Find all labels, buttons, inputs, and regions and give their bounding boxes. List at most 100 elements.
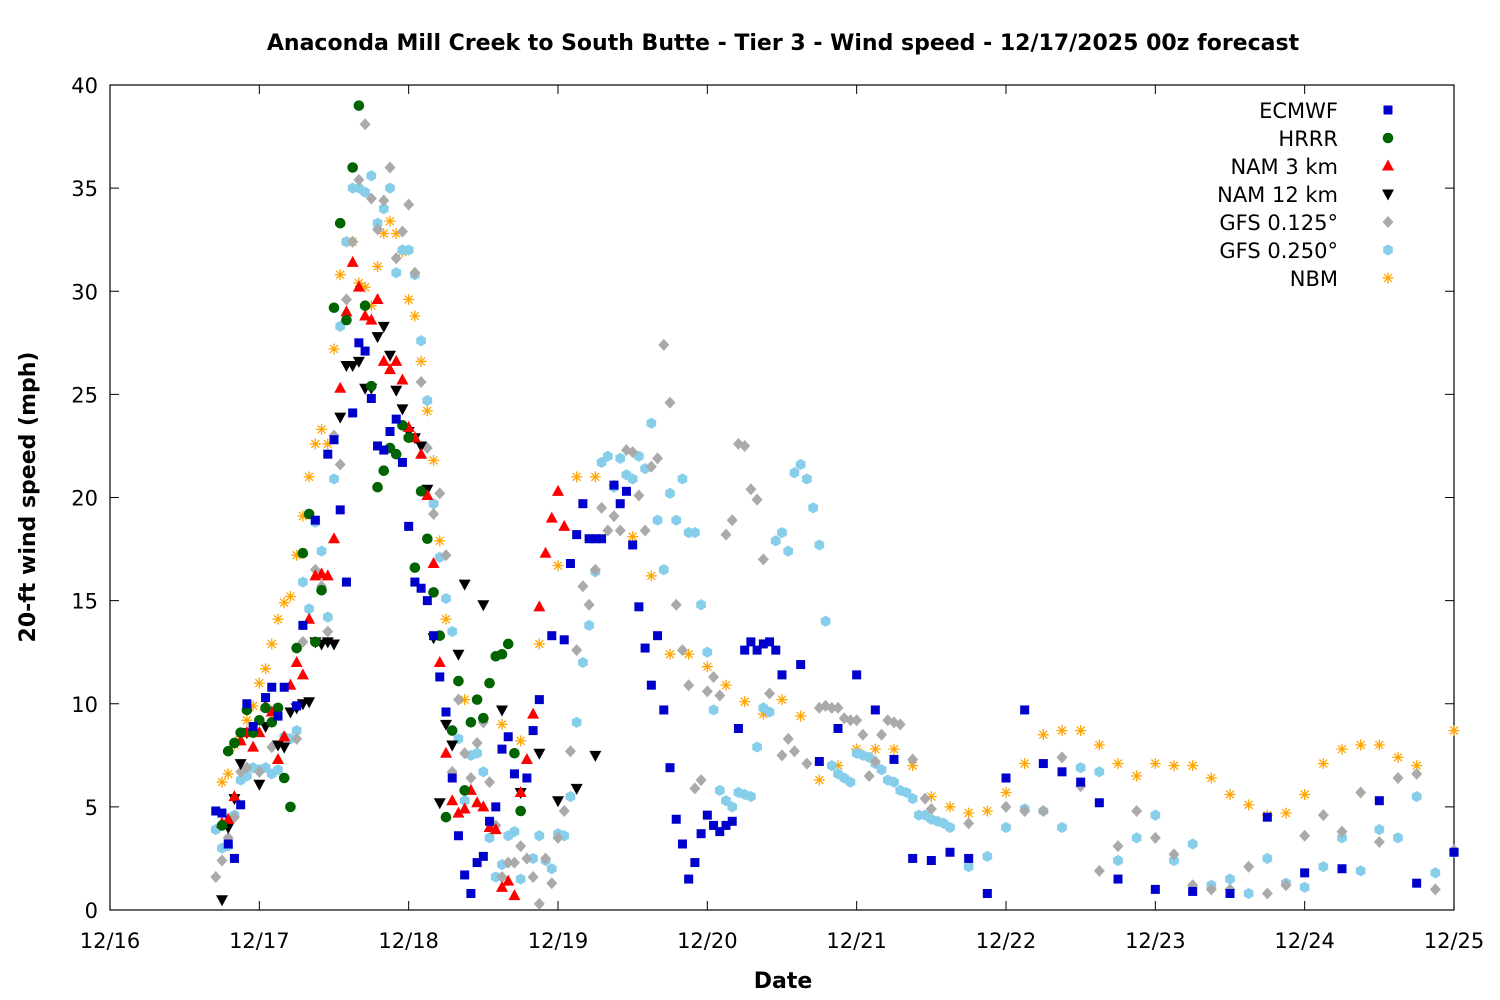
data-point: [352, 280, 365, 292]
data-point: [857, 728, 869, 741]
data-point: [521, 852, 533, 865]
data-point: [415, 486, 427, 497]
x-tick-label: 12/17: [229, 929, 290, 953]
data-point: [360, 346, 370, 356]
data-point: [348, 408, 358, 418]
legend-label: NAM 3 km: [1230, 155, 1338, 179]
data-point: [427, 557, 440, 568]
data-point: [944, 801, 956, 813]
data-point: [571, 471, 583, 483]
data-point: [503, 732, 513, 742]
data-point: [409, 266, 421, 279]
data-point: [590, 534, 600, 544]
data-point: [783, 545, 794, 557]
data-point: [1261, 887, 1273, 900]
data-point: [801, 757, 813, 770]
data-point: [665, 487, 675, 499]
data-point: [515, 840, 527, 853]
data-point: [1187, 760, 1199, 772]
data-point: [1093, 739, 1105, 751]
y-tick-label: 5: [85, 796, 98, 820]
legend-marker: [1383, 244, 1393, 256]
data-point: [496, 705, 508, 717]
data-point: [558, 519, 571, 531]
data-point: [471, 796, 484, 808]
data-point: [485, 816, 495, 826]
data-point: [514, 785, 527, 797]
data-point: [428, 454, 440, 466]
data-point: [634, 602, 644, 612]
data-point: [615, 499, 625, 509]
data-point: [477, 800, 490, 812]
data-point: [708, 670, 720, 683]
data-point: [261, 693, 271, 703]
data-point: [646, 417, 657, 429]
data-point: [304, 603, 314, 615]
chart-title: Anaconda Mill Creek to South Butte - Tie…: [267, 31, 1300, 56]
data-point: [496, 880, 508, 892]
legend-label: NBM: [1290, 267, 1338, 291]
data-point: [372, 223, 384, 236]
data-point: [310, 636, 321, 648]
data-point: [764, 687, 776, 700]
series-hrrr: [216, 100, 526, 831]
data-point: [1038, 759, 1048, 769]
data-point: [552, 560, 564, 572]
data-point: [377, 321, 390, 333]
data-point: [328, 343, 340, 355]
plot-frame: [109, 84, 1455, 911]
data-point: [441, 592, 451, 605]
data-point: [628, 540, 638, 550]
data-point: [279, 682, 289, 692]
data-point: [372, 481, 383, 493]
data-point: [533, 638, 545, 650]
data-point: [1392, 751, 1404, 763]
data-point: [696, 829, 706, 839]
data-point: [316, 423, 328, 435]
data-point: [390, 252, 402, 265]
series-gfs-0-250-: [210, 170, 1459, 900]
data-point: [832, 701, 844, 714]
data-point: [472, 858, 482, 868]
data-point: [278, 772, 290, 784]
data-point: [608, 510, 620, 523]
data-point: [502, 874, 515, 886]
data-point: [297, 547, 309, 559]
data-point: [391, 414, 401, 424]
data-point: [1355, 865, 1366, 877]
data-point: [539, 546, 552, 558]
data-point: [347, 235, 359, 248]
series-gfs-0-125-: [210, 118, 1460, 910]
data-point: [341, 577, 351, 587]
data-point: [1373, 835, 1385, 848]
data-point: [434, 535, 446, 547]
data-point: [528, 726, 538, 736]
data-point: [1149, 758, 1161, 770]
data-point: [366, 380, 377, 392]
data-point: [727, 801, 738, 813]
y-tick-label: 15: [71, 590, 98, 614]
data-point: [1448, 725, 1460, 737]
data-point: [777, 526, 787, 539]
data-point: [869, 755, 881, 768]
data-point: [316, 545, 327, 557]
data-point: [788, 745, 800, 758]
data-point: [720, 679, 732, 691]
data-point: [1449, 847, 1459, 857]
data-point: [1056, 751, 1068, 764]
data-point: [826, 701, 838, 714]
data-point: [1392, 772, 1404, 784]
data-point: [583, 598, 595, 611]
data-point: [740, 645, 750, 655]
data-point: [652, 452, 664, 465]
data-point: [1243, 799, 1255, 811]
data-point: [1131, 832, 1142, 844]
data-point: [552, 796, 564, 808]
data-point: [776, 749, 788, 762]
data-point: [1150, 884, 1160, 894]
data-point: [889, 776, 899, 788]
data-point: [291, 732, 303, 745]
data-point: [863, 769, 875, 782]
data-point: [870, 705, 880, 715]
data-point: [645, 460, 657, 473]
